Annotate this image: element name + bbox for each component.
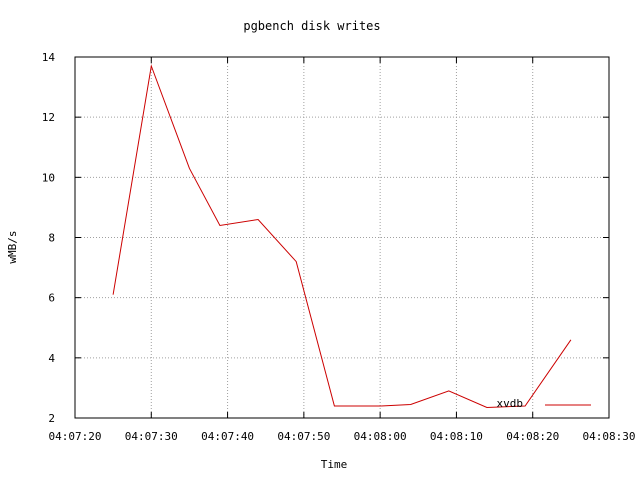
x-tick-label: 04:08:00 [354, 430, 407, 443]
axis-ticks [74, 56, 610, 419]
x-tick-label: 04:08:30 [583, 430, 636, 443]
x-tick-label: 04:08:10 [430, 430, 483, 443]
x-tick-label: 04:07:30 [125, 430, 178, 443]
data-series [112, 64, 572, 409]
y-tick-label: 8 [48, 232, 55, 245]
x-axis-label: Time [321, 458, 348, 471]
legend: xvdb [497, 397, 591, 410]
y-tick-label: 12 [42, 111, 55, 124]
grid-lines [75, 57, 609, 418]
series-line-xvdb [112, 64, 572, 409]
y-tick-label: 10 [42, 171, 55, 184]
x-tick-label: 04:08:20 [506, 430, 559, 443]
y-axis-label: wMB/s [6, 230, 19, 263]
y-tick-label: 6 [48, 292, 55, 305]
x-tick-label: 04:07:50 [277, 430, 330, 443]
y-tick-label: 2 [48, 412, 55, 425]
x-tick-label: 04:07:40 [201, 430, 254, 443]
y-axis-tick-labels: 2 4 6 8 10 12 14 [42, 51, 56, 425]
y-tick-label: 4 [48, 352, 55, 365]
x-tick-label: 04:07:20 [49, 430, 102, 443]
chart-title: pgbench disk writes [243, 19, 380, 33]
y-tick-label: 14 [42, 51, 56, 64]
x-axis-tick-labels: 04:07:20 04:07:30 04:07:40 04:07:50 04:08:00… [49, 430, 636, 443]
legend-label-xvdb: xvdb [497, 397, 524, 410]
